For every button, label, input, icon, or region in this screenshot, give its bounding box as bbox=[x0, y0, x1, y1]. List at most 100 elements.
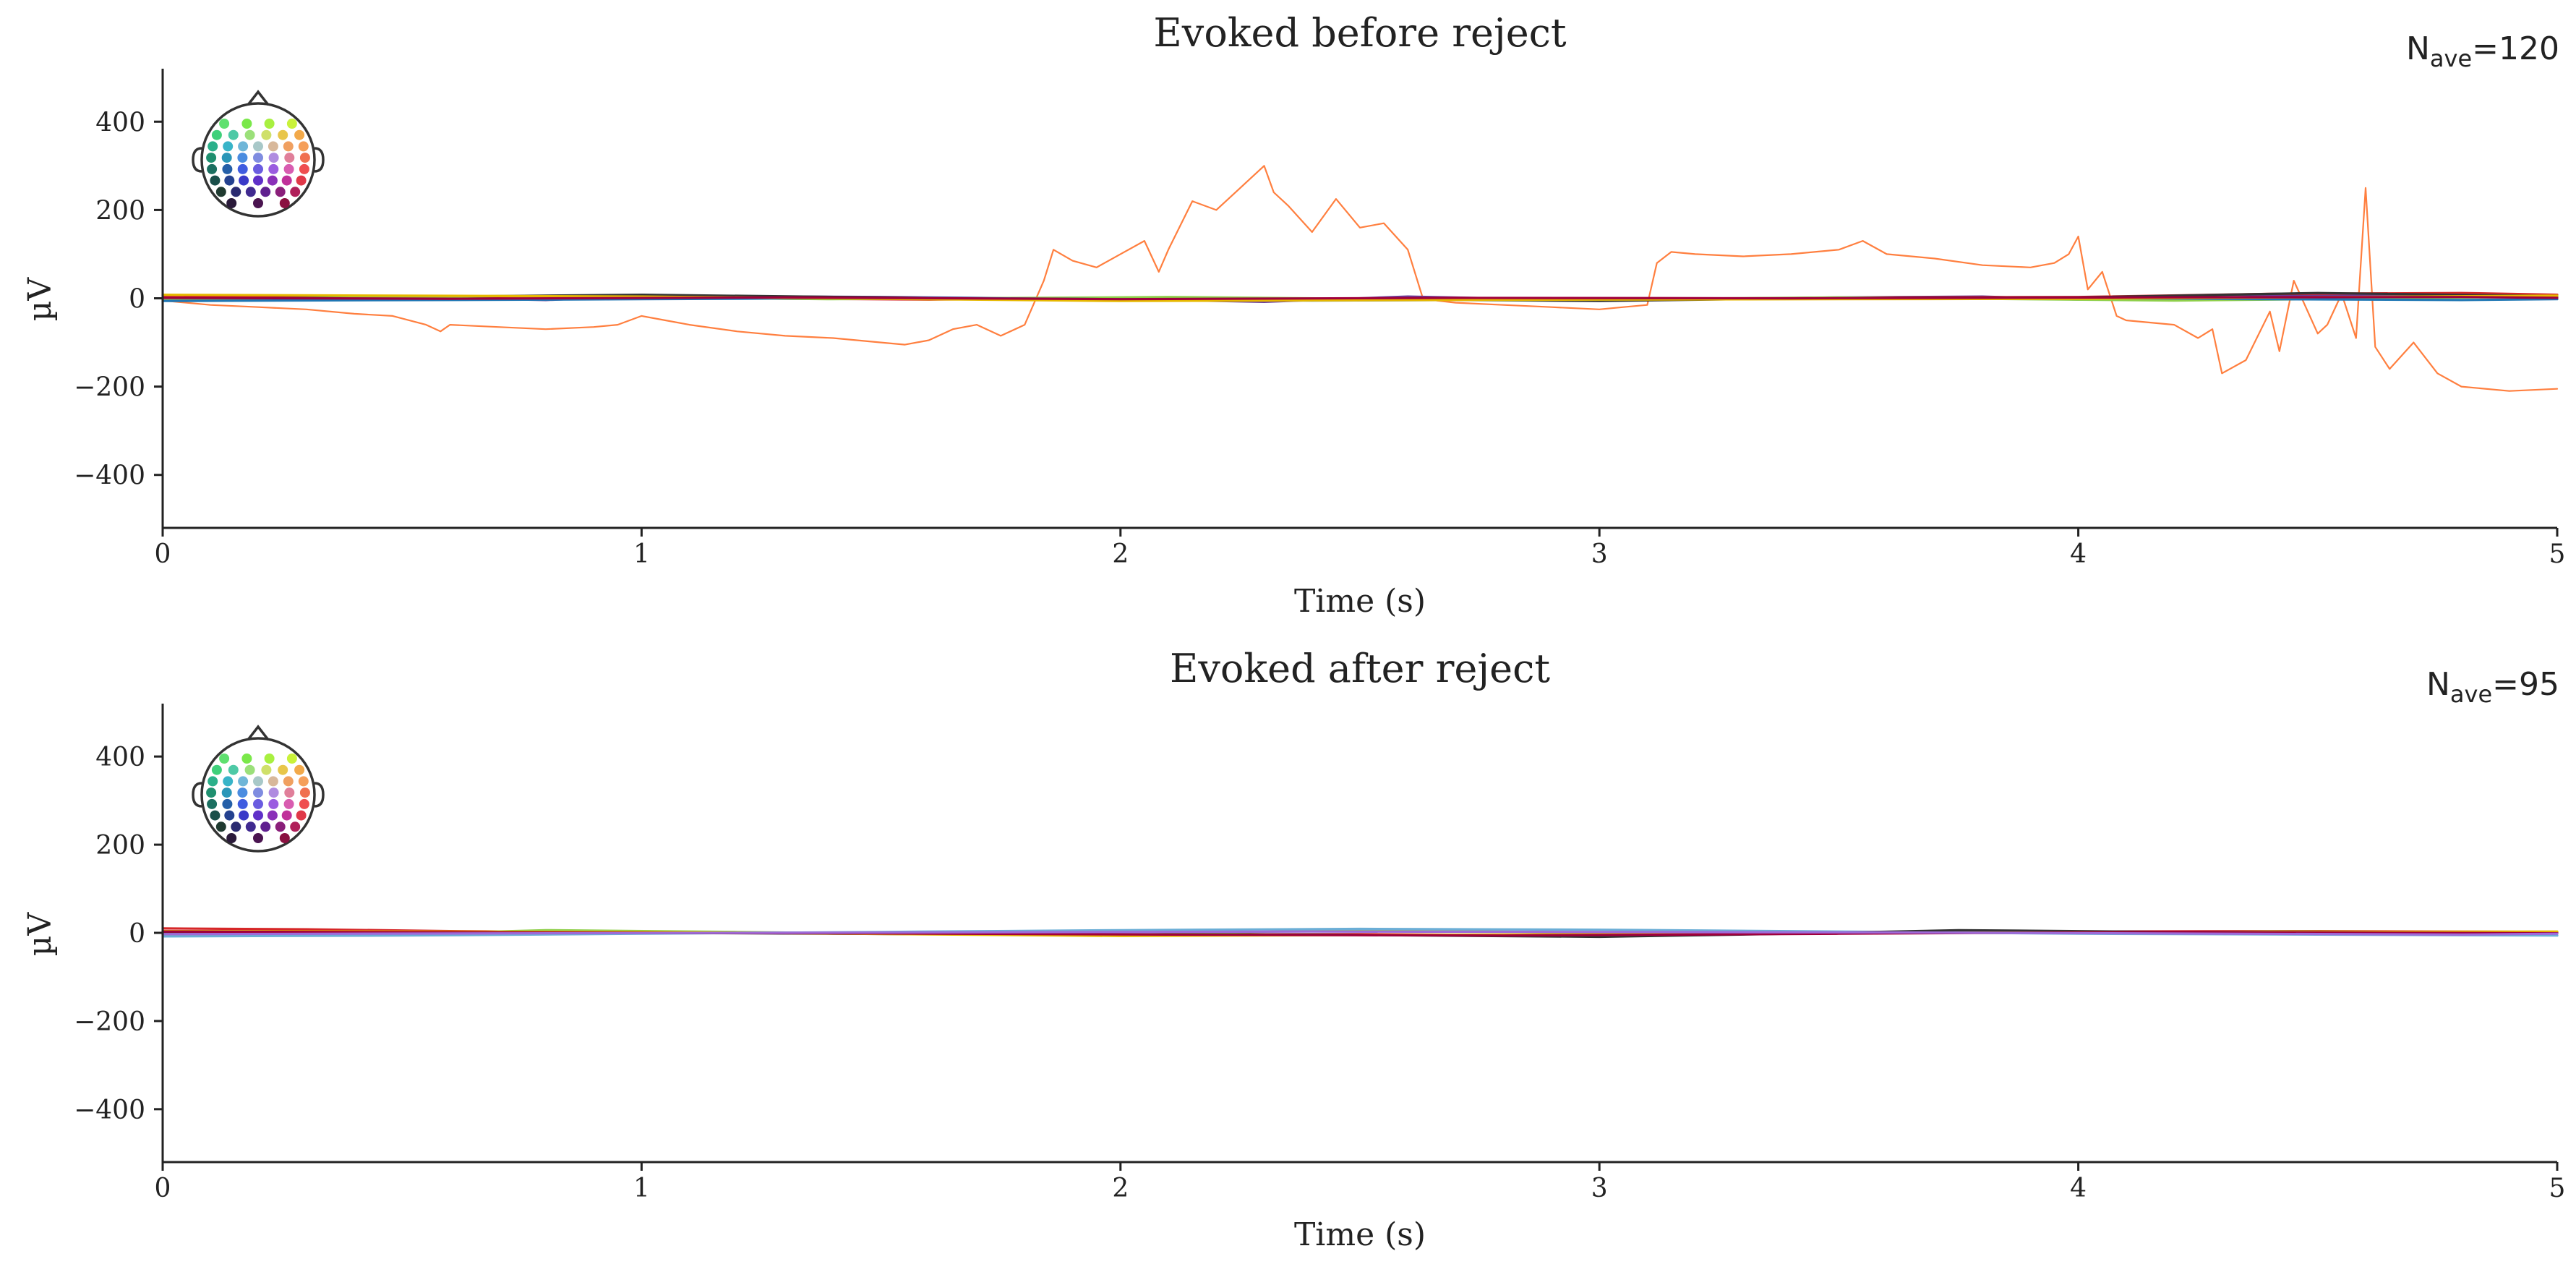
x-tick-label: 5 bbox=[2549, 1174, 2566, 1203]
sensor-dot bbox=[221, 153, 232, 163]
sensor-dot bbox=[223, 776, 234, 787]
sensor-dot bbox=[268, 163, 279, 174]
sensor-dot bbox=[283, 163, 294, 174]
sensor-dot bbox=[268, 141, 278, 152]
nave-label: Nave=95 bbox=[2426, 666, 2559, 708]
sensor-dot bbox=[253, 163, 263, 174]
sensor-dot bbox=[261, 764, 272, 775]
series-line bbox=[161, 930, 2559, 936]
y-tick-label: −400 bbox=[74, 1096, 145, 1125]
x-tick-label: 2 bbox=[1112, 1174, 1129, 1203]
sensor-dot bbox=[299, 163, 309, 174]
x-tick-label: 4 bbox=[2070, 539, 2087, 569]
sensor-dot bbox=[299, 153, 310, 163]
sensor-dot bbox=[296, 175, 307, 186]
sensor-dot bbox=[290, 187, 301, 197]
sensor-dot bbox=[211, 764, 222, 775]
sensor-dot bbox=[239, 175, 249, 186]
y-tick-label: 0 bbox=[129, 919, 145, 949]
y-axis-label: µV bbox=[22, 912, 59, 957]
sensor-dot bbox=[253, 787, 263, 798]
sensor-dot bbox=[219, 754, 230, 764]
y-tick-label: −200 bbox=[74, 1007, 145, 1037]
x-tick-label: 3 bbox=[1591, 539, 1608, 569]
sensor-dot bbox=[296, 810, 307, 821]
nose-icon bbox=[247, 90, 270, 106]
sensor-dot bbox=[260, 187, 271, 197]
sensor-dot bbox=[231, 187, 241, 197]
y-tick-label: −400 bbox=[74, 461, 145, 491]
sensor-dot bbox=[237, 163, 248, 174]
right-ear-icon bbox=[314, 147, 325, 173]
x-tick-label: 5 bbox=[2549, 539, 2566, 569]
sensor-dot bbox=[244, 764, 255, 775]
sensor-dot bbox=[294, 129, 305, 140]
sensor-dot bbox=[215, 821, 226, 832]
sensor-dot bbox=[279, 198, 290, 208]
sensor-dot bbox=[286, 754, 297, 764]
sensor-dot bbox=[211, 129, 222, 140]
sensor-dot bbox=[222, 163, 233, 174]
sensor-dot bbox=[284, 153, 295, 163]
sensor-dot bbox=[267, 810, 278, 821]
sensor-dot bbox=[223, 141, 234, 152]
sensor-dot bbox=[278, 129, 288, 140]
sensor-dot bbox=[275, 187, 286, 197]
series-line bbox=[161, 296, 2559, 301]
sensor-dot bbox=[264, 119, 275, 129]
sensor-dot bbox=[286, 119, 297, 129]
chart-panel-after: Evoked after reject Nave=95 0 1 2 3 4 5 400 200… bbox=[22, 646, 2565, 1253]
nose-icon bbox=[247, 725, 270, 741]
left-ear-icon bbox=[192, 782, 202, 808]
x-tick-label: 2 bbox=[1112, 539, 1129, 569]
y-tick-label: 400 bbox=[95, 743, 145, 772]
sensor-dot bbox=[228, 764, 239, 775]
sensor-dot bbox=[261, 129, 272, 140]
sensor-dot bbox=[298, 141, 309, 152]
sensor-dot bbox=[278, 764, 288, 775]
sensor-dot bbox=[207, 141, 218, 152]
chart-panel-before: Evoked before reject Nave=120 0 1 2 3 4 5 400 2… bbox=[22, 10, 2565, 620]
sensor-dot bbox=[268, 798, 279, 809]
sensor-dot bbox=[237, 787, 248, 798]
sensor-dot bbox=[238, 776, 249, 787]
sensor-dot bbox=[299, 787, 310, 798]
sensor-dot bbox=[260, 821, 271, 832]
sensor-dot bbox=[268, 776, 278, 787]
x-tick-label: 3 bbox=[1591, 1174, 1608, 1203]
x-axis-label: Time (s) bbox=[1294, 583, 1426, 620]
sensor-dot bbox=[228, 129, 239, 140]
sensor-dot bbox=[279, 833, 290, 843]
sensor-dot bbox=[241, 119, 252, 129]
sensor-dot bbox=[281, 810, 292, 821]
axes: 0 1 2 3 4 5 400 200 0 −200 −400 bbox=[74, 704, 2565, 1203]
sensor-dot bbox=[298, 776, 309, 787]
sensor-dot bbox=[264, 754, 275, 764]
plot-area bbox=[161, 165, 2559, 392]
plot-area bbox=[161, 927, 2559, 939]
sensor-dot bbox=[221, 787, 232, 798]
sensor-dot bbox=[207, 776, 218, 787]
sensor-dot bbox=[253, 833, 263, 843]
sensor-dot bbox=[226, 833, 237, 843]
sensor-dot bbox=[284, 787, 295, 798]
chart-title: Evoked before reject bbox=[1153, 10, 1567, 56]
sensor-dot bbox=[241, 754, 252, 764]
sensor-dot bbox=[253, 798, 263, 809]
right-ear-icon bbox=[314, 782, 325, 808]
sensor-dot bbox=[224, 810, 235, 821]
sensor-dot bbox=[244, 129, 255, 140]
sensor-dot bbox=[253, 153, 263, 163]
y-tick-label: 200 bbox=[95, 196, 145, 226]
sensor-dot bbox=[222, 798, 233, 809]
head-outline bbox=[200, 102, 316, 218]
x-axis-label: Time (s) bbox=[1294, 1216, 1426, 1253]
sensor-head-inset bbox=[192, 725, 325, 853]
y-axis-label: µV bbox=[22, 277, 59, 322]
sensor-dot bbox=[267, 175, 278, 186]
sensor-dot bbox=[275, 821, 286, 832]
sensor-dot bbox=[207, 163, 218, 174]
left-ear-icon bbox=[192, 147, 202, 173]
x-tick-label: 1 bbox=[633, 1174, 650, 1203]
sensor-dot bbox=[219, 119, 230, 129]
